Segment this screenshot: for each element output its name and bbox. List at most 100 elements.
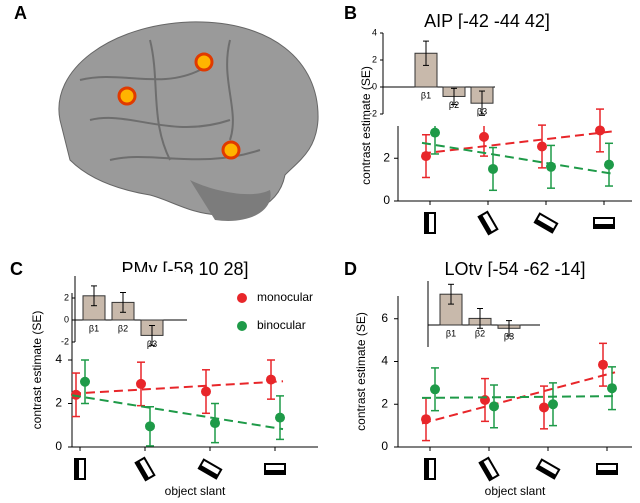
point [489, 401, 499, 412]
inset-y-tick-label: -2 [61, 336, 69, 346]
category-icon [197, 458, 223, 480]
inset-bar-label: β3 [504, 332, 514, 342]
icon-side [597, 470, 617, 474]
icon-side [594, 224, 614, 228]
point [275, 412, 285, 423]
point [430, 384, 440, 395]
fit-line [421, 130, 613, 155]
y-axis-label: contrast estimate (SE) [354, 312, 368, 431]
inset-y-tick-label: -2 [369, 108, 377, 118]
x-axis-label: object slant [165, 484, 226, 498]
legend-label: monocular [257, 290, 313, 304]
icon-side [198, 464, 219, 479]
y-axis-label: contrast estimate (SE) [359, 66, 373, 185]
point [479, 131, 489, 142]
inset-bar-label: β1 [89, 323, 99, 333]
cerebellum [190, 180, 271, 221]
y-tick-label: 2 [381, 396, 388, 410]
point [266, 374, 276, 385]
point [145, 421, 155, 432]
y-tick-label: 2 [55, 396, 62, 410]
brain [58, 21, 319, 216]
sulci [79, 39, 261, 161]
category-icon [478, 456, 500, 482]
chart-title: AIP [-42 -44 42] [424, 11, 550, 31]
point [537, 141, 547, 152]
point [546, 161, 556, 172]
category-icon [596, 463, 618, 475]
point [136, 378, 146, 389]
panel-label: A [14, 3, 27, 23]
y-tick-label: 0 [381, 439, 388, 453]
icon-side [479, 460, 494, 481]
icon-side [478, 214, 493, 235]
y-axis-label: contrast estimate (SE) [30, 311, 44, 430]
point [548, 399, 558, 410]
brain-panel: A [14, 3, 319, 221]
panel-label: B [344, 3, 357, 23]
inset-bar-label: β2 [475, 328, 485, 338]
category-icon [593, 217, 615, 229]
category-icon [533, 212, 559, 234]
point [421, 151, 431, 162]
icon-side [536, 464, 557, 479]
fit-line [71, 380, 284, 395]
point [210, 418, 220, 429]
icon-side [265, 470, 285, 474]
icon-side [534, 218, 555, 233]
category-icon [424, 458, 436, 480]
fit-line [421, 141, 613, 175]
fit-line [71, 394, 284, 431]
point [488, 163, 498, 174]
y-tick-label: 4 [55, 352, 62, 366]
inset-bar-label: β2 [449, 100, 459, 110]
inset-bar-label: β2 [118, 323, 128, 333]
x-axis-label: object slant [485, 484, 546, 498]
inset-y-tick-label: 4 [372, 27, 377, 37]
y-tick-label: 2 [383, 150, 390, 164]
fit-line [421, 395, 616, 399]
category-icon [535, 458, 561, 480]
y-tick-label: 0 [383, 193, 390, 207]
activation [117, 86, 137, 106]
inset-y-tick-label: 0 [64, 314, 69, 324]
point [421, 414, 431, 425]
category-icon [477, 210, 499, 236]
icon-side [135, 460, 150, 481]
category-icon [134, 456, 156, 482]
panel-label: C [10, 259, 23, 279]
category-icon [424, 212, 436, 234]
point [598, 359, 608, 370]
inset-bar-label: β3 [477, 107, 487, 117]
inset-y-tick-label: 0 [372, 81, 377, 91]
point [604, 159, 614, 170]
point [430, 127, 440, 138]
activation [221, 140, 241, 160]
chart-title: LOtv [-54 -62 -14] [444, 259, 585, 279]
y-tick-label: 4 [381, 354, 388, 368]
icon-side [425, 459, 429, 479]
y-tick-label: 0 [55, 439, 62, 453]
category-icon [74, 458, 86, 480]
inset-bg [383, 29, 499, 126]
y-tick-label: 6 [381, 311, 388, 325]
legend-marker [237, 293, 247, 303]
panel-label: D [344, 259, 357, 279]
inset-y-tick-label: 2 [372, 54, 377, 64]
icon-side [425, 213, 429, 233]
point [80, 376, 90, 387]
inset-y-tick-label: 2 [64, 292, 69, 302]
legend-marker [237, 321, 247, 331]
icon-side [75, 459, 79, 479]
point [595, 125, 605, 136]
inset-bar-label: β1 [446, 328, 456, 338]
point [539, 402, 549, 413]
point [607, 383, 617, 394]
point [201, 386, 211, 397]
category-icon [264, 463, 286, 475]
activation [194, 52, 214, 72]
inset-bar-label: β3 [147, 339, 157, 349]
fit-line [421, 371, 616, 425]
